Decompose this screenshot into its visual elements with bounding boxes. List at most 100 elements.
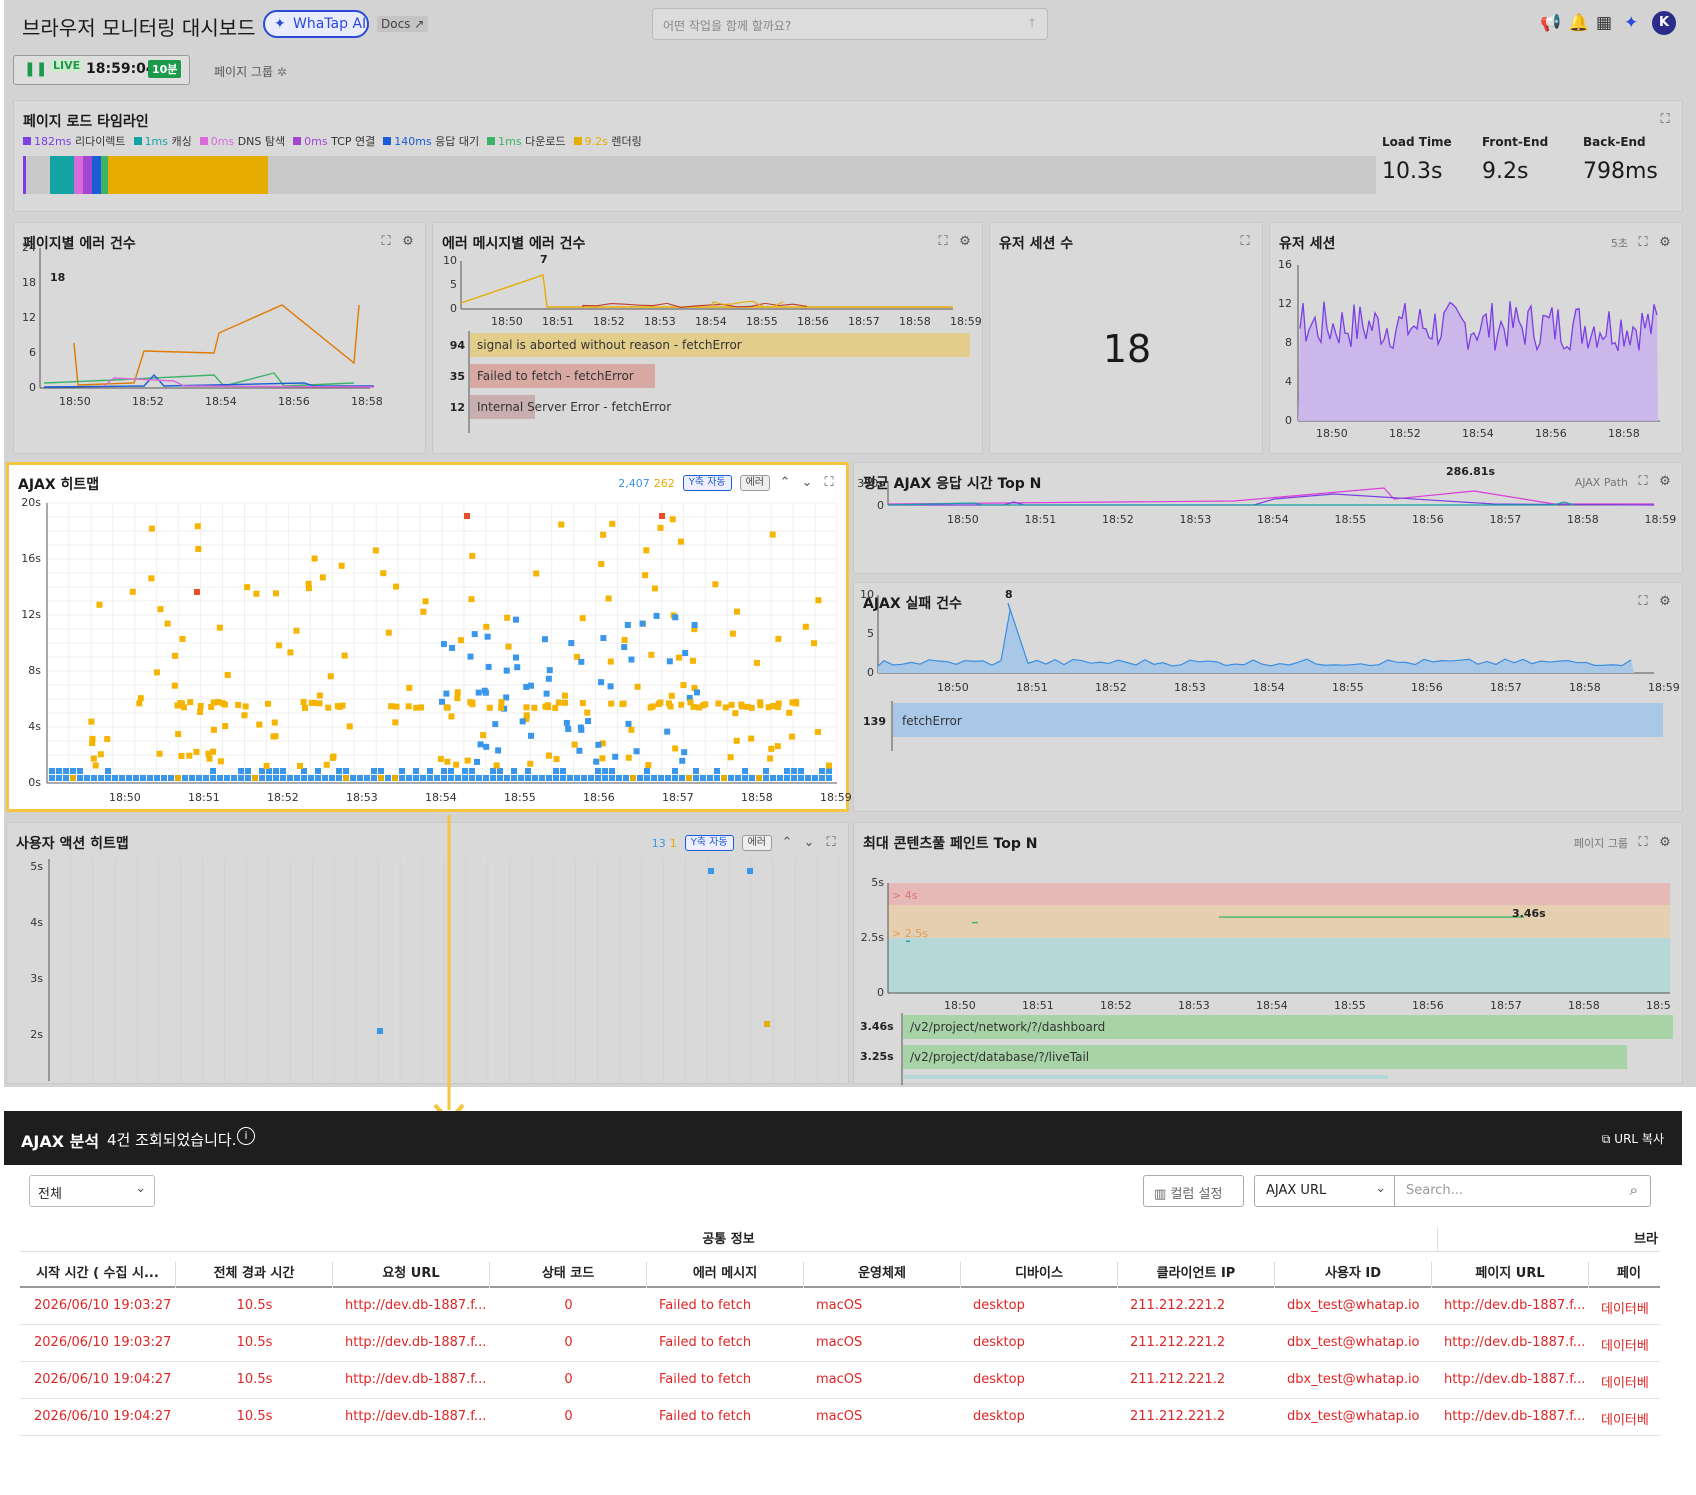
ah-cell (178, 752, 185, 759)
sparkle-icon[interactable]: ✦ (1624, 13, 1639, 33)
gear-icon[interactable]: ⚙ (1659, 474, 1671, 489)
chevron-down-icon[interactable]: ⌄ (803, 835, 815, 850)
ah-cell (574, 653, 581, 660)
pause-icon[interactable]: ❚❚ (24, 61, 48, 77)
column-header[interactable]: 운영체제 (804, 1262, 961, 1288)
live-control[interactable]: ❚❚ LIVE 18:59:04 10분 (13, 55, 190, 85)
calendar-icon[interactable]: ▦ (1596, 13, 1613, 33)
ah-cell (819, 775, 825, 781)
ah-cell (774, 743, 781, 750)
page-group-filter[interactable]: 페이지 그룹 ✲ (214, 63, 287, 80)
af-line (877, 602, 1632, 667)
chevron-up-icon[interactable]: ⌃ (779, 475, 791, 490)
legend-swatch (133, 137, 142, 145)
expand-icon[interactable]: ⛶ (381, 234, 391, 249)
column-header[interactable]: 페이 (1617, 1266, 1641, 1281)
expand-icon[interactable]: ⛶ (826, 835, 836, 850)
ah-cell (393, 703, 400, 710)
ah-cell (763, 768, 769, 774)
column-header[interactable]: 전체 경과 시간 (176, 1262, 333, 1288)
table-row[interactable]: 2026/06/10 19:03:27 10.5s http://dev.db-18… (20, 1288, 1660, 1325)
filter-select[interactable]: 전체 ⌄ (29, 1175, 155, 1207)
expand-icon[interactable]: ⛶ (1638, 835, 1648, 850)
gear-icon[interactable]: ⚙ (1659, 835, 1671, 850)
expand-icon[interactable]: ⛶ (1638, 474, 1648, 489)
docs-link[interactable]: Docs ↗ (377, 16, 429, 32)
ah-cell (371, 768, 377, 774)
info-icon[interactable]: i (237, 1127, 255, 1145)
user-action-chart[interactable]: 5s 4s 3s 2s (7, 823, 850, 1085)
ah-cell (826, 775, 832, 781)
search-field-select[interactable]: AJAX URL ⌄ (1254, 1175, 1395, 1207)
search-icon[interactable]: ⌕ (1629, 1181, 1638, 1199)
column-header[interactable]: 사용자 ID (1275, 1262, 1432, 1288)
ah-cell (271, 719, 278, 726)
range-badge[interactable]: 10분 (148, 60, 182, 78)
chevron-up-icon[interactable]: ⌃ (781, 835, 793, 850)
lcp-bar-label: /v2/project/database/?/liveTail (910, 1050, 1090, 1064)
top-icons: 📢 🔔 ▦ ✦ K (1540, 11, 1676, 35)
ah-cell (319, 574, 326, 581)
table-row[interactable]: 2026/06/10 19:04:27 10.5s http://dev.db-18… (20, 1399, 1660, 1436)
lcp-ytick: 2.5s (860, 931, 884, 944)
ah-cell (653, 612, 660, 619)
bell-icon[interactable]: 🔔 (1568, 13, 1590, 33)
column-header[interactable]: 요청 URL (333, 1262, 490, 1288)
ah-cell (639, 620, 646, 627)
ah-cell (462, 768, 468, 774)
gear-icon[interactable]: ⚙ (1659, 235, 1671, 250)
table-cell: 2026/06/10 19:03:27 (34, 1335, 172, 1350)
ah-cell (203, 775, 209, 781)
gear-icon[interactable]: ⚙ (1659, 594, 1671, 609)
ask-input[interactable]: 어떤 작업을 함께 할까요? ↑ (652, 8, 1048, 40)
ah-cell (49, 775, 55, 781)
chevron-down-icon[interactable]: ⌄ (801, 475, 813, 490)
column-header[interactable]: 디바이스 (961, 1262, 1118, 1288)
column-setting-button[interactable]: ▥ 컬럼 설정 (1143, 1175, 1244, 1207)
expand-icon[interactable]: ⛶ (938, 234, 948, 249)
column-header[interactable]: 상태 코드 (490, 1262, 647, 1288)
ah-cell (696, 704, 703, 711)
ajax-path-option[interactable]: AJAX Path (1574, 475, 1628, 489)
column-header[interactable]: 페이지 URL (1432, 1262, 1589, 1288)
ah-cell (623, 775, 629, 781)
expand-icon[interactable]: ⛶ (1638, 235, 1648, 250)
ua-ytick: 4s (30, 916, 43, 929)
ah-cell (657, 524, 664, 531)
ajax-fail-panel: AJAX 실패 건수 ⛶ ⚙ 10 5 0 18:50 18:51 18:52 18:53 18… (853, 582, 1683, 812)
timeline-segment (50, 156, 74, 194)
copy-url-button[interactable]: ⧉ URL 복사 (1602, 1130, 1664, 1147)
whatap-ai-button[interactable]: ✦ WhaTap AI (263, 10, 369, 38)
expand-icon[interactable]: ⛶ (824, 475, 834, 490)
ah-cell (607, 683, 614, 690)
timeline-segment (101, 156, 108, 194)
ah-cell (756, 775, 762, 781)
table-row[interactable]: 2026/06/10 19:04:27 10.5s http://dev.db-18… (20, 1362, 1660, 1399)
megaphone-icon[interactable]: 📢 (1540, 13, 1562, 33)
column-header[interactable]: 에러 메시지 (647, 1262, 804, 1288)
ajax-heatmap-chart[interactable]: 20s 16s 12s 8s 4s 0s 18:50 18:51 18:52 18:53 18:54… (9, 465, 852, 815)
ah-cell (514, 664, 521, 671)
send-arrow-icon[interactable]: ↑ (1026, 16, 1037, 30)
ah-cell (148, 575, 155, 582)
expand-icon[interactable]: ⛶ (1638, 594, 1648, 609)
table-row[interactable]: 2026/06/10 19:03:27 10.5s http://dev.db-18… (20, 1325, 1660, 1362)
expand-icon[interactable]: ⛶ (1660, 112, 1670, 127)
y-auto-toggle[interactable]: Y축 자동 (682, 475, 732, 491)
error-filter-button[interactable]: 에러 (739, 475, 770, 491)
avatar[interactable]: K (1652, 11, 1676, 35)
column-header[interactable]: 클라이언트 IP (1118, 1262, 1275, 1288)
gear-icon[interactable]: ⚙ (959, 234, 971, 249)
expand-icon[interactable]: ⛶ (1240, 234, 1250, 249)
ah-cell (189, 775, 195, 781)
y-auto-toggle[interactable]: Y축 자동 (684, 835, 734, 851)
ah-cell (168, 775, 174, 781)
lcp-group-option[interactable]: 페이지 그룹 (1573, 837, 1628, 850)
search-input[interactable]: Search... ⌕ (1395, 1175, 1651, 1207)
ah-cell (346, 723, 353, 730)
ah-cell (819, 768, 825, 774)
column-header[interactable]: 시작 시간 ( 수집 시... (20, 1262, 176, 1288)
ua-ytick: 2s (30, 1028, 43, 1041)
error-filter-button[interactable]: 에러 (741, 835, 772, 851)
gear-icon[interactable]: ⚙ (402, 234, 414, 249)
